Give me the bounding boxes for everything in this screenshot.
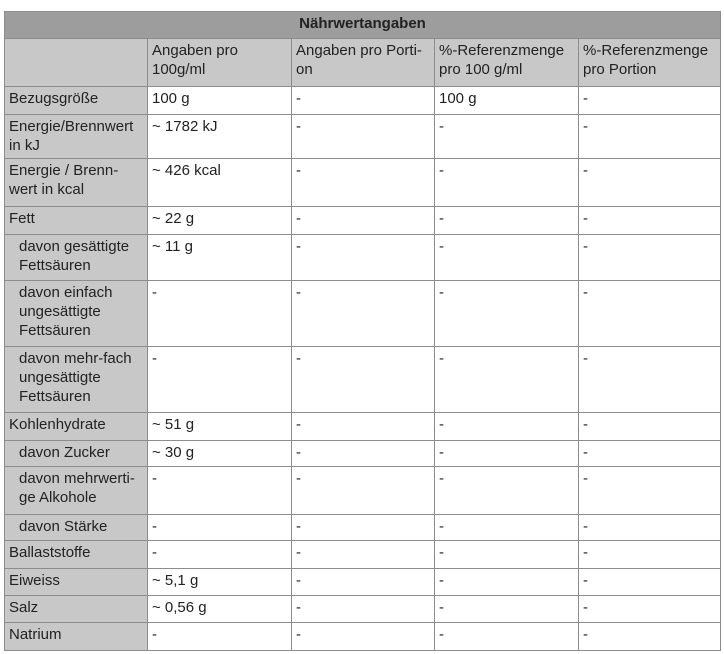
table-cell: ~ 5,1 g: [147, 568, 292, 596]
table-cell: -: [434, 206, 579, 235]
column-header: [4, 38, 148, 87]
row-label: Eiweiss: [4, 568, 148, 596]
row-label: davon Stärke: [4, 514, 148, 541]
row-label: Fett: [4, 206, 148, 235]
table-row: Salz ~ 0,56 g---: [4, 595, 721, 623]
row-label: Bezugsgröße: [4, 86, 148, 115]
table-cell: -: [578, 280, 721, 347]
table-cell: -: [434, 440, 579, 467]
table-cell: -: [291, 206, 435, 235]
table-row: davon Zucker ~ 30 g---: [4, 440, 721, 467]
table-cell: -: [434, 622, 579, 651]
row-label: davon gesättigte Fettsäuren: [4, 234, 148, 281]
row-label: davon Zucker: [4, 440, 148, 467]
table-cell: -: [434, 158, 579, 207]
table-cell: 100 g: [147, 86, 292, 115]
nutrition-table: Nährwertangaben Angaben pro 100g/ml Angab…: [4, 11, 721, 651]
table-cell: 100 g: [434, 86, 579, 115]
table-cell: -: [291, 540, 435, 569]
table-cell: -: [578, 158, 721, 207]
row-label: Energie / Brenn-wert in kcal: [4, 158, 148, 207]
header-row: Angaben pro 100g/ml Angaben pro Porti-on%…: [4, 38, 721, 87]
column-header: %-Referenzmenge pro 100 g/ml: [434, 38, 579, 87]
table-cell: -: [291, 114, 435, 159]
table-cell: -: [291, 514, 435, 541]
table-cell: -: [291, 466, 435, 515]
table-cell: -: [147, 346, 292, 413]
row-label: Ballaststoffe: [4, 540, 148, 569]
table-row: davon mehrwerti-ge Alkohole - - - -: [4, 466, 721, 515]
table-cell: -: [434, 280, 579, 347]
table-row: Bezugsgröße 100 g -100 g-: [4, 86, 721, 115]
table-row: Natrium - - - -: [4, 622, 721, 651]
table-cell: -: [147, 514, 292, 541]
table-cell: -: [578, 114, 721, 159]
table-cell: -: [578, 595, 721, 623]
row-label: Kohlenhydrate: [4, 412, 148, 441]
column-header: Angaben pro Porti-on: [291, 38, 435, 87]
table-cell: -: [434, 540, 579, 569]
table-cell: -: [291, 346, 435, 413]
table-cell: -: [147, 280, 292, 347]
table-cell: -: [147, 466, 292, 515]
table-cell: -: [434, 346, 579, 413]
table-cell: ~ 22 g: [147, 206, 292, 235]
column-header: %-Referenzmenge pro Portion: [578, 38, 721, 87]
table-cell: -: [147, 540, 292, 569]
table-cell: -: [578, 206, 721, 235]
table-cell: ~ 0,56 g: [147, 595, 292, 623]
table-cell: ~ 1782 kJ: [147, 114, 292, 159]
table-cell: -: [147, 622, 292, 651]
table-cell: ~ 426 kcal: [147, 158, 292, 207]
table-title: Nährwertangaben: [4, 11, 721, 39]
table-cell: -: [578, 514, 721, 541]
table-cell: -: [578, 346, 721, 413]
row-label: Natrium: [4, 622, 148, 651]
table-row: Kohlenhydrate ~ 51 g---: [4, 412, 721, 441]
table-cell: -: [578, 466, 721, 515]
row-label: davon einfach ungesättigte Fettsäuren: [4, 280, 148, 347]
table-row: Fett ~ 22 g---: [4, 206, 721, 235]
table-cell: -: [434, 466, 579, 515]
table-cell: -: [578, 412, 721, 441]
table-cell: -: [291, 412, 435, 441]
table-cell: -: [434, 514, 579, 541]
table-cell: -: [578, 86, 721, 115]
table-cell: -: [578, 234, 721, 281]
table-row: davon einfach ungesättigte Fettsäuren - - -…: [4, 280, 721, 347]
table-cell: -: [291, 622, 435, 651]
table-cell: -: [291, 280, 435, 347]
table-row: davon gesättigte Fettsäuren ~ 11 g---: [4, 234, 721, 281]
table-cell: -: [434, 234, 579, 281]
table-cell: -: [434, 568, 579, 596]
table-row: davon Stärke - - - -: [4, 514, 721, 541]
row-label: davon mehr-fach ungesättigte Fettsäuren: [4, 346, 148, 413]
table-cell: -: [291, 158, 435, 207]
table-cell: -: [291, 234, 435, 281]
column-header: Angaben pro 100g/ml: [147, 38, 292, 87]
row-label: Energie/Brennwert in kJ: [4, 114, 148, 159]
table-row: Eiweiss ~ 5,1 g---: [4, 568, 721, 596]
table-cell: -: [578, 568, 721, 596]
table-row: davon mehr-fach ungesättigte Fettsäuren -…: [4, 346, 721, 413]
table-cell: -: [434, 595, 579, 623]
table-cell: ~ 11 g: [147, 234, 292, 281]
table-cell: -: [291, 440, 435, 467]
table-cell: -: [578, 440, 721, 467]
table-cell: -: [578, 622, 721, 651]
table-cell: ~ 51 g: [147, 412, 292, 441]
table-cell: -: [291, 595, 435, 623]
table-row: Energie / Brenn-wert in kcal ~ 426 kcal - -…: [4, 158, 721, 207]
table-cell: -: [578, 540, 721, 569]
row-label: Salz: [4, 595, 148, 623]
table-cell: -: [434, 114, 579, 159]
table-cell: ~ 30 g: [147, 440, 292, 467]
table-row: Ballaststoffe - - - -: [4, 540, 721, 569]
row-label: davon mehrwerti-ge Alkohole: [4, 466, 148, 515]
table-row: Energie/Brennwert in kJ ~ 1782 kJ - - -: [4, 114, 721, 159]
table-cell: -: [434, 412, 579, 441]
table-cell: -: [291, 568, 435, 596]
table-cell: -: [291, 86, 435, 115]
